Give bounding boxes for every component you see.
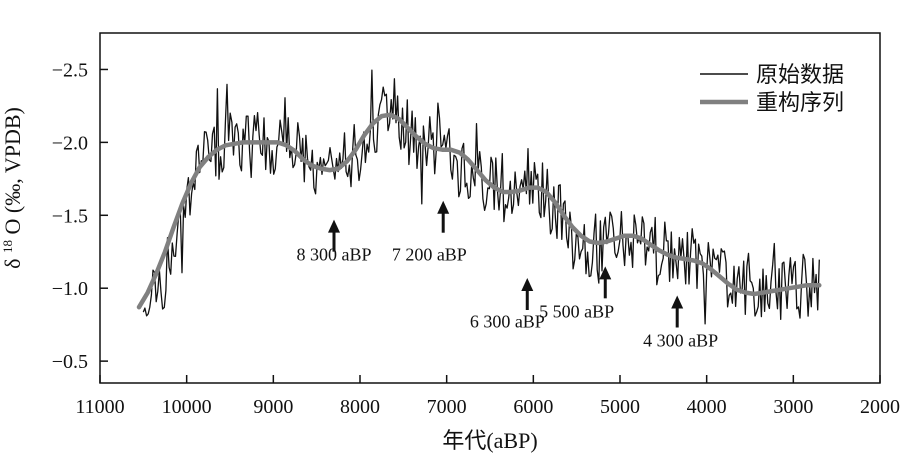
x-tick-label: 6000 (513, 396, 553, 418)
annotation-label: 6 300 aBP (470, 312, 545, 332)
legend-reconstructed-label: 重构序列 (756, 91, 844, 116)
plot-border (99, 32, 881, 384)
legend-raw-label: 原始数据 (756, 63, 844, 88)
x-tick-label: 7000 (427, 396, 467, 418)
x-tick-label: 8000 (340, 396, 380, 418)
annotation-label: 5 500 aBP (539, 301, 614, 321)
x-tick-label: 3000 (773, 396, 813, 418)
annotation-arrow-head (328, 219, 340, 233)
x-tick-label: 2000 (860, 396, 900, 418)
y-tick-label: −1.0 (52, 278, 88, 300)
y-tick-label: −1.5 (52, 205, 88, 227)
annotation-arrow-head (521, 278, 534, 291)
raw-data-line (142, 69, 820, 325)
x-axis-title: 年代(aBP) (442, 428, 537, 453)
annotation-label: 7 200 aBP (392, 245, 467, 265)
y-tick-label: −0.5 (52, 351, 88, 373)
annotation-arrow-head (671, 295, 684, 309)
x-tick-label: 9000 (253, 396, 293, 418)
reconstructed-line (136, 112, 822, 310)
x-tick-label: 10000 (162, 396, 212, 418)
y-axis-title: δ 18 O (‰, VPDB) (0, 107, 25, 269)
x-tick-label: 11000 (75, 396, 124, 418)
y-tick-label: −2.5 (52, 59, 88, 81)
reconstructed-series (136, 112, 822, 310)
y-axis-title-prefix: δ (0, 258, 25, 268)
plot-frame (99, 32, 881, 384)
annotation-label: 4 300 aBP (643, 331, 718, 351)
y-ticks: −2.5 −2.0 −1.5 −1.0 −0.5 (52, 59, 108, 373)
x-ticks: 11000 10000 9000 8000 7000 6000 5000 4000 3000 20… (75, 375, 900, 418)
y-tick-label: −2.0 (52, 132, 88, 154)
y-axis-title-sup: 18 (0, 240, 15, 253)
y-axis-title-suffix: O (‰, VPDB) (0, 107, 25, 234)
x-tick-label: 4000 (687, 396, 727, 418)
annotation-label: 8 300 aBP (296, 245, 371, 265)
annotation-arrow-head (437, 200, 450, 214)
annotation-arrow-head (599, 266, 612, 280)
x-tick-label: 5000 (600, 396, 640, 418)
raw-series (142, 69, 820, 325)
